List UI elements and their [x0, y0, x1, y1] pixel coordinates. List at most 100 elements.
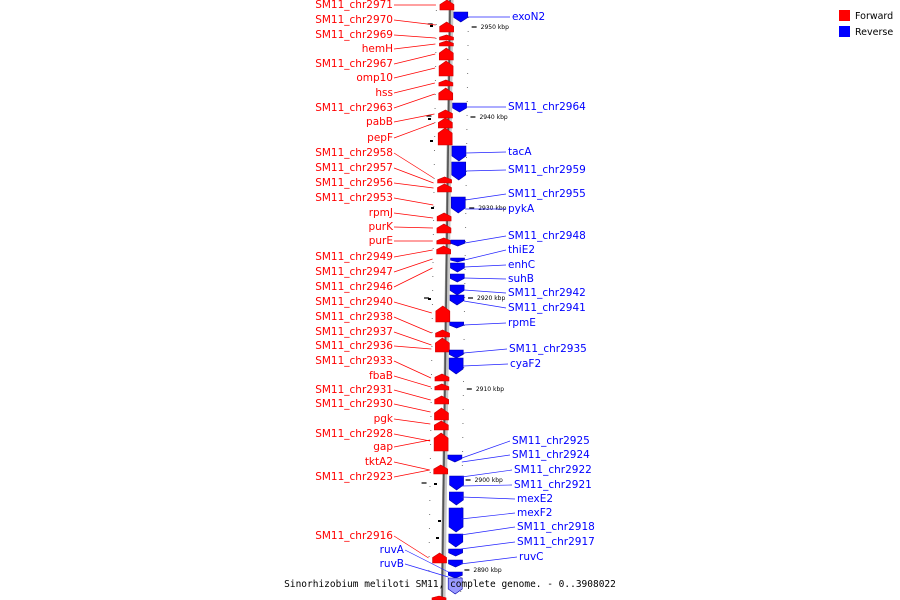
gene-label-reverse[interactable]: ruvB — [380, 558, 404, 570]
reverse-gene-feature[interactable] — [448, 548, 463, 557]
gene-label-reverse[interactable]: SM11_chr2948 — [508, 230, 586, 242]
gene-label-reverse[interactable]: exoN2 — [512, 11, 545, 23]
gene-label-reverse[interactable]: SM11_chr2918 — [517, 521, 595, 533]
reverse-gene-feature[interactable] — [450, 257, 465, 263]
forward-gene-feature[interactable] — [438, 79, 454, 87]
gene-label-reverse[interactable]: mexE2 — [517, 493, 553, 505]
reverse-gene-feature[interactable] — [449, 321, 464, 329]
reverse-gene-feature[interactable] — [449, 491, 464, 506]
gene-label-forward[interactable]: SM11_chr2969 — [315, 29, 393, 41]
reverse-gene-feature[interactable] — [451, 161, 467, 181]
forward-gene-feature[interactable] — [438, 87, 454, 101]
gene-label-forward[interactable]: purE — [369, 235, 393, 247]
gene-label-reverse[interactable]: thiE2 — [508, 244, 535, 256]
gene-label-forward[interactable]: SM11_chr2930 — [315, 398, 393, 410]
gene-label-forward[interactable]: pgk — [374, 413, 394, 425]
gene-label-reverse[interactable]: SM11_chr2925 — [512, 435, 590, 447]
reverse-gene-feature[interactable] — [449, 284, 465, 296]
gene-label-forward[interactable]: SM11_chr2916 — [315, 530, 393, 542]
gene-label-reverse[interactable]: SM11_chr2942 — [508, 287, 586, 299]
forward-gene-feature[interactable] — [438, 47, 454, 61]
gene-label-forward[interactable]: SM11_chr2936 — [315, 340, 393, 352]
gene-label-forward[interactable]: purK — [368, 221, 394, 233]
forward-gene-feature[interactable] — [434, 383, 450, 391]
gene-label-reverse[interactable]: SM11_chr2917 — [517, 536, 595, 548]
reverse-gene-feature[interactable] — [448, 349, 464, 359]
gene-label-forward[interactable]: SM11_chr2928 — [315, 428, 393, 440]
forward-gene-feature[interactable] — [436, 212, 452, 222]
gene-label-reverse[interactable]: SM11_chr2922 — [514, 464, 592, 476]
reverse-gene-feature[interactable] — [447, 577, 463, 595]
forward-gene-feature[interactable] — [439, 40, 454, 47]
reverse-gene-feature[interactable] — [450, 239, 466, 247]
gene-label-forward[interactable]: SM11_chr2949 — [315, 251, 393, 263]
forward-gene-feature[interactable] — [438, 60, 454, 77]
gene-label-forward[interactable]: SM11_chr2937 — [315, 326, 393, 338]
forward-gene-feature[interactable] — [436, 237, 452, 245]
forward-gene-feature[interactable] — [434, 420, 449, 431]
forward-gene-feature[interactable] — [439, 34, 454, 41]
forward-gene-feature[interactable] — [439, 0, 455, 11]
gene-label-forward[interactable]: hemH — [362, 43, 393, 55]
forward-gene-feature[interactable] — [437, 176, 452, 184]
gene-label-reverse[interactable]: SM11_chr2935 — [509, 343, 587, 355]
gene-label-reverse[interactable]: mexF2 — [517, 507, 552, 519]
gene-label-reverse[interactable]: SM11_chr2959 — [508, 164, 586, 176]
gene-label-reverse[interactable]: SM11_chr2924 — [512, 449, 590, 461]
gene-label-forward[interactable]: rpmJ — [369, 207, 393, 219]
gene-label-forward[interactable]: SM11_chr2947 — [315, 266, 393, 278]
forward-gene-feature[interactable] — [437, 183, 452, 193]
reverse-gene-feature[interactable] — [448, 571, 463, 579]
gene-label-forward[interactable]: pepF — [367, 132, 393, 144]
gene-label-reverse[interactable]: SM11_chr2955 — [508, 188, 586, 200]
gene-label-forward[interactable]: SM11_chr2957 — [315, 162, 393, 174]
gene-label-reverse[interactable]: SM11_chr2964 — [508, 101, 586, 113]
forward-gene-feature[interactable] — [431, 595, 447, 600]
reverse-gene-feature[interactable] — [448, 507, 464, 533]
gene-label-reverse[interactable]: ruvC — [519, 551, 544, 563]
gene-label-forward[interactable]: hss — [375, 87, 393, 99]
gene-label-reverse[interactable]: rpmE — [508, 317, 536, 329]
gene-label-forward[interactable]: SM11_chr2958 — [315, 147, 393, 159]
reverse-gene-feature[interactable] — [453, 11, 469, 23]
gene-label-forward[interactable]: SM11_chr2967 — [315, 58, 393, 70]
gene-label-forward[interactable]: pabB — [366, 116, 393, 128]
gene-label-forward[interactable]: tktA2 — [365, 456, 393, 468]
reverse-gene-feature[interactable] — [451, 145, 467, 162]
reverse-gene-feature[interactable] — [449, 475, 464, 491]
forward-gene-feature[interactable] — [435, 305, 451, 323]
reverse-gene-feature[interactable] — [449, 273, 465, 283]
gene-label-forward[interactable]: omp10 — [356, 72, 393, 84]
gene-label-forward[interactable]: SM11_chr2933 — [315, 355, 393, 367]
gene-label-reverse[interactable]: SM11_chr2941 — [508, 302, 586, 314]
forward-gene-feature[interactable] — [438, 117, 453, 129]
forward-gene-feature[interactable] — [433, 432, 449, 452]
reverse-gene-feature[interactable] — [452, 102, 467, 113]
forward-gene-feature[interactable] — [432, 552, 447, 564]
reverse-gene-feature[interactable] — [450, 196, 466, 214]
gene-label-reverse[interactable]: cyaF2 — [510, 358, 541, 370]
gene-label-forward[interactable]: SM11_chr2963 — [315, 102, 393, 114]
forward-gene-feature[interactable] — [439, 21, 454, 33]
gene-label-reverse[interactable]: SM11_chr2921 — [514, 479, 592, 491]
gene-label-forward[interactable]: SM11_chr2956 — [315, 177, 393, 189]
forward-gene-feature[interactable] — [433, 464, 449, 475]
forward-gene-feature[interactable] — [435, 337, 450, 353]
gene-label-reverse[interactable]: suhB — [508, 273, 534, 285]
gene-label-forward[interactable]: SM11_chr2946 — [315, 281, 393, 293]
gene-label-forward[interactable]: SM11_chr2970 — [315, 14, 393, 26]
gene-label-forward[interactable]: fbaB — [369, 370, 393, 382]
gene-label-forward[interactable]: SM11_chr2940 — [315, 296, 393, 308]
gene-label-forward[interactable]: SM11_chr2971 — [315, 0, 393, 11]
forward-gene-feature[interactable] — [434, 373, 450, 382]
gene-label-reverse[interactable]: tacA — [508, 146, 532, 158]
gene-label-forward[interactable]: SM11_chr2953 — [315, 192, 393, 204]
gene-label-forward[interactable]: SM11_chr2923 — [315, 471, 393, 483]
reverse-gene-feature[interactable] — [447, 454, 463, 463]
reverse-gene-feature[interactable] — [448, 559, 463, 568]
gene-label-reverse[interactable]: pykA — [508, 203, 535, 215]
gene-label-forward[interactable]: SM11_chr2938 — [315, 311, 393, 323]
forward-gene-feature[interactable] — [434, 407, 449, 421]
forward-gene-feature[interactable] — [437, 127, 453, 146]
reverse-gene-feature[interactable] — [448, 533, 464, 548]
